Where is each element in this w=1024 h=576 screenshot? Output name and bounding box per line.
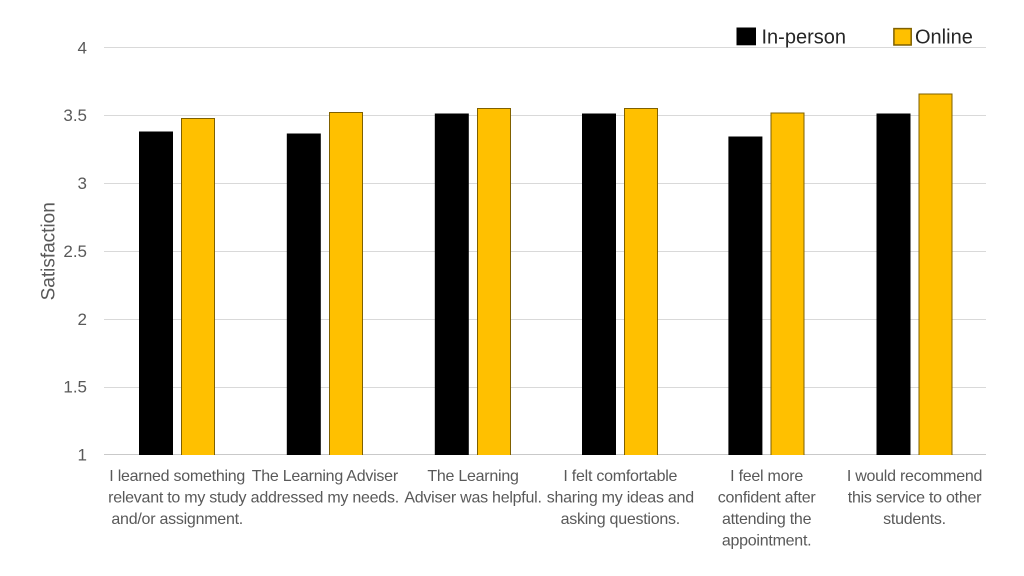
svg-text:1: 1	[78, 445, 87, 464]
svg-text:asking questions.: asking questions.	[561, 511, 680, 528]
svg-text:1.5: 1.5	[63, 378, 87, 397]
svg-text:2: 2	[78, 310, 87, 329]
svg-text:I would recommend: I would recommend	[847, 468, 982, 485]
svg-text:relevant to my study: relevant to my study	[108, 490, 246, 507]
svg-text:attending the: attending the	[722, 511, 812, 528]
svg-text:sharing my ideas and: sharing my ideas and	[547, 490, 694, 507]
svg-text:3: 3	[78, 174, 87, 193]
svg-text:confident after: confident after	[718, 490, 817, 507]
svg-text:I feel more: I feel more	[730, 468, 803, 485]
svg-text:Satisfaction: Satisfaction	[39, 202, 60, 300]
svg-text:Online: Online	[915, 26, 973, 48]
svg-text:2.5: 2.5	[63, 242, 87, 261]
svg-text:3.5: 3.5	[63, 106, 87, 125]
svg-text:The Learning: The Learning	[427, 468, 518, 485]
svg-text:Adviser was helpful.: Adviser was helpful.	[404, 490, 541, 507]
svg-text:In-person: In-person	[762, 26, 847, 48]
svg-text:I felt comfortable: I felt comfortable	[563, 468, 677, 485]
svg-text:addressed my needs.: addressed my needs.	[251, 490, 399, 507]
svg-text:this service to other: this service to other	[848, 490, 982, 507]
svg-text:appointment.: appointment.	[722, 533, 812, 550]
svg-text:I learned something: I learned something	[109, 468, 245, 485]
svg-text:and/or assignment.: and/or assignment.	[111, 511, 243, 528]
svg-text:4: 4	[78, 38, 87, 57]
svg-text:The Learning Adviser: The Learning Adviser	[252, 468, 399, 485]
svg-text:students.: students.	[883, 511, 946, 528]
